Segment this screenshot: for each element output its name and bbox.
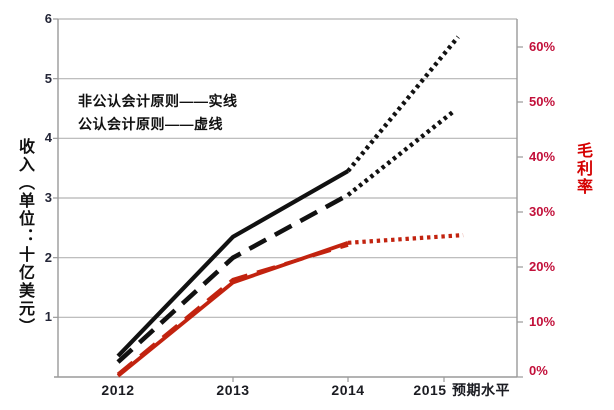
- right-tick-10: 10%: [529, 314, 556, 329]
- series-non-gaap-margin-actual: [116, 241, 349, 378]
- left-tick-6: 6: [44, 11, 52, 26]
- series-gaap-margin-actual: [116, 243, 349, 376]
- legend-line-nongaap: 非公认会计原则——实线: [78, 93, 238, 109]
- series-non-gaap-revenue-projection: [346, 35, 460, 173]
- series-gaap-revenue-projection: [346, 108, 457, 197]
- left-tick-1: 1: [44, 309, 52, 325]
- left-tick-5: 5: [44, 70, 52, 86]
- x-label-2015: 2015: [413, 382, 447, 398]
- series-non-gaap-revenue-actual: [116, 169, 350, 358]
- x-label-expected: 预期水平: [452, 382, 510, 398]
- x-label-2012: 2012: [101, 382, 135, 398]
- right-tick-20: 20%: [529, 259, 556, 274]
- legend-line-gaap: 公认会计原则——虚线: [78, 116, 223, 132]
- right-tick-0: 0%: [529, 363, 548, 378]
- x-label-2013: 2013: [216, 382, 250, 398]
- right-tick-60: 60%: [529, 39, 556, 54]
- right-tick-50: 50%: [529, 94, 556, 109]
- right-axis-title: 毛利率: [574, 142, 591, 196]
- right-tick-30: 30%: [529, 204, 556, 219]
- x-label-2014: 2014: [331, 382, 365, 398]
- left-tick-4: 4: [44, 130, 52, 146]
- left-tick-2: 2: [44, 249, 52, 265]
- legend: 非公认会计原则——实线 公认会计原则——虚线: [78, 90, 238, 136]
- left-tick-3: 3: [44, 190, 52, 205]
- series-margin-projection: [347, 233, 464, 245]
- left-axis-title: 收入（单位：十亿美元）: [16, 138, 33, 336]
- right-tick-40: 40%: [529, 149, 556, 164]
- series-gaap-revenue-actual: [116, 192, 350, 364]
